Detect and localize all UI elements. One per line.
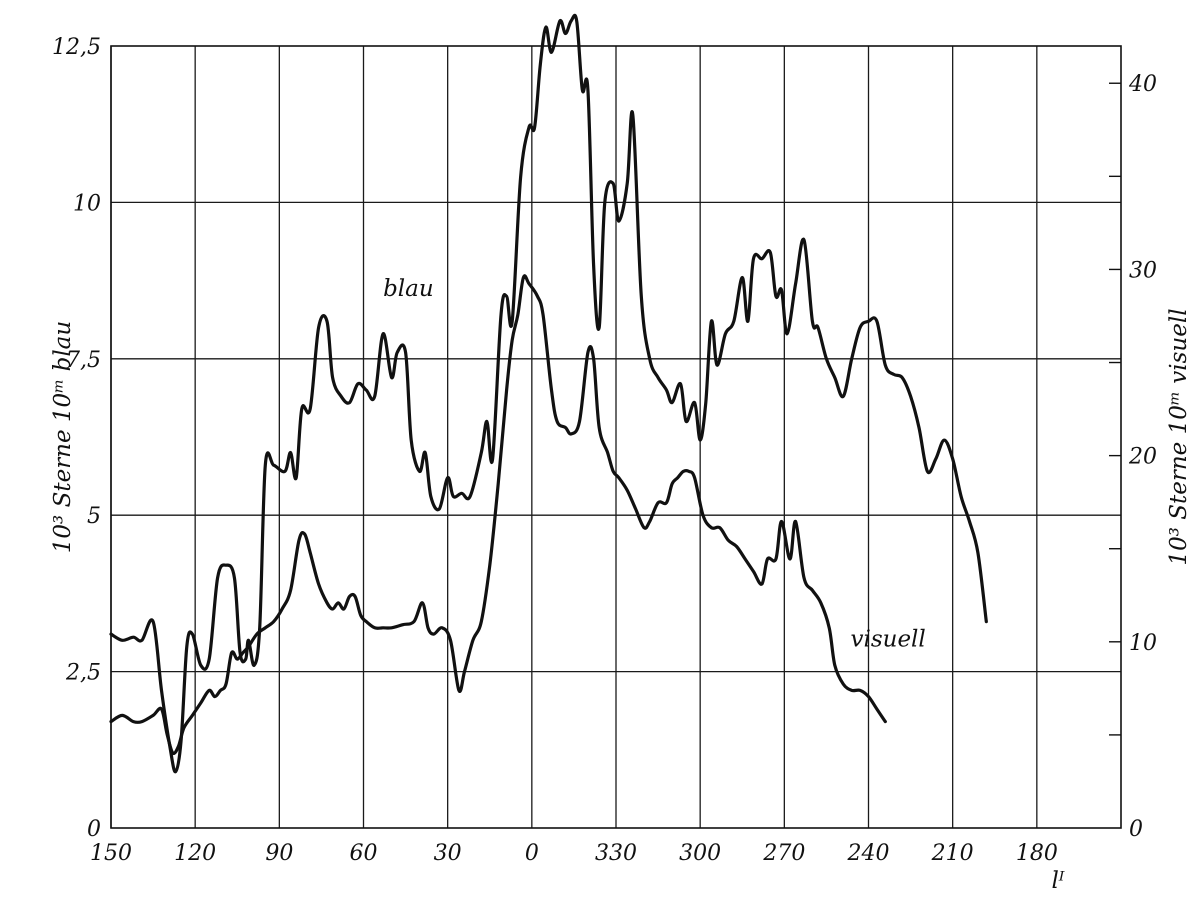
series-labels: blau visuell [383,276,926,652]
x-tick-label: 60 [350,841,378,866]
left-y-tick-label: 2,5 [65,661,101,686]
x-tick-label: 30 [434,841,462,866]
right-axis-tick-labels: 0 10 20 30 40 [1128,72,1157,842]
right-axis-label: 10³ Sterne 10ᵐ visuell [1166,308,1192,565]
left-y-tick-label: 10 [73,191,101,216]
series-label-blau: blau [383,276,434,302]
series-label-visuell: visuell [850,627,925,653]
x-tick-label: 0 [525,841,539,866]
left-y-tick-label: 12,5 [52,35,101,60]
series-line-visuell [109,274,887,756]
x-tick-label: 120 [174,841,216,866]
x-axis-label: lᴵ [1051,868,1064,894]
right-axis-minor-ticks [1109,82,1121,736]
left-y-tick-label: 0 [87,817,101,842]
x-tick-label: 330 [595,841,637,866]
x-tick-label: 300 [679,841,721,866]
x-tick-label: 240 [847,841,890,866]
right-y-tick-label: 0 [1129,817,1143,842]
left-axis-tick-labels: 0 2,5 5 7,5 10 12,5 [52,35,101,842]
right-y-tick-label: 40 [1128,72,1157,97]
x-tick-label: 180 [1016,841,1058,866]
x-tick-label: 270 [762,841,805,866]
right-y-tick-label: 30 [1129,258,1157,283]
right-y-tick-label: 10 [1129,631,1157,656]
series-line-blau [109,13,988,774]
series-layer [109,13,988,774]
x-tick-label: 210 [931,841,974,866]
chart-grid [110,46,1121,828]
x-tick-label: 90 [265,841,293,866]
left-y-tick-label: 7,5 [66,348,101,373]
x-tick-label: 150 [90,841,132,866]
left-y-tick-label: 5 [87,504,101,529]
plot-frame [110,45,1122,829]
left-axis-label: 10³ Sterne 10ᵐ blau [50,321,76,553]
right-y-tick-label: 20 [1128,445,1157,470]
